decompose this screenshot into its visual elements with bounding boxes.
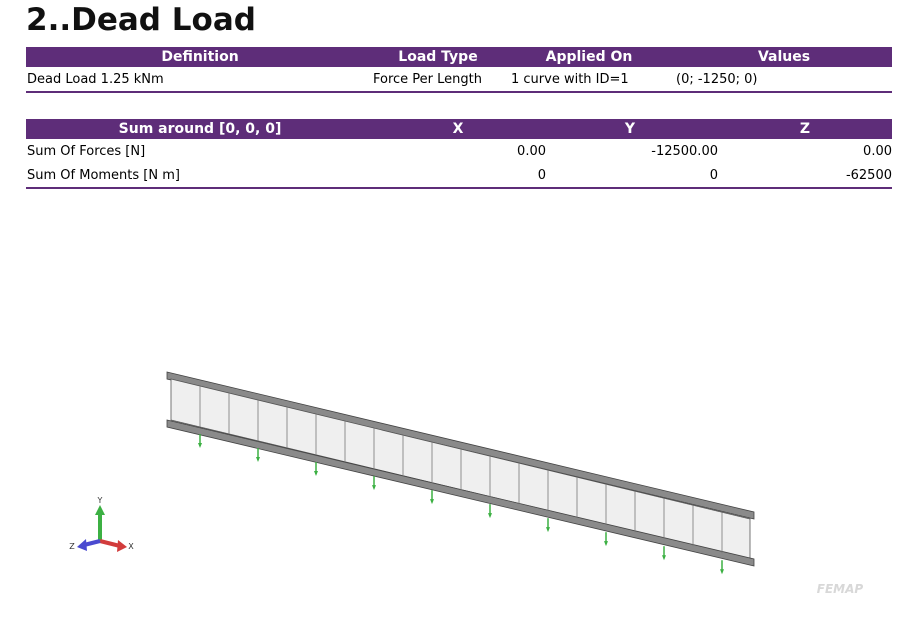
column-header: Values	[757, 49, 811, 65]
cell: (0; -1250; 0)	[676, 72, 758, 87]
load-arrow-head	[256, 457, 260, 463]
column-header: Y	[624, 121, 636, 137]
axis-label: Y	[97, 496, 103, 505]
z-axis-head	[77, 539, 87, 551]
z-axis-arrow	[83, 539, 101, 547]
row-rule	[26, 91, 892, 93]
cell: 1 curve with ID=1	[511, 72, 629, 87]
y-axis-head	[95, 505, 105, 515]
column-header: Applied On	[545, 49, 633, 65]
load-table-header: Definition Load Type Applied On Values	[26, 47, 892, 67]
load-arrow-head	[198, 443, 202, 449]
cell: 0.00	[863, 144, 892, 159]
bottom-flange	[166, 419, 755, 567]
column-header: X	[452, 121, 464, 137]
column-header: Load Type	[398, 49, 478, 65]
column-header: Z	[799, 121, 811, 137]
cell: -12500.00	[651, 144, 718, 159]
column-header: Definition	[161, 49, 239, 65]
column-header: Sum around [0, 0, 0]	[118, 121, 282, 137]
cell: Sum Of Forces [N]	[27, 144, 146, 159]
logo: FEMAP	[817, 582, 864, 596]
cell: Force Per Length	[373, 72, 482, 87]
x-axis-head	[117, 540, 127, 552]
cell: 0	[709, 168, 718, 183]
load-arrow-head	[372, 485, 376, 491]
x-axis-arrow	[99, 539, 121, 548]
axis-label: X	[128, 542, 134, 551]
load-arrow-head	[546, 527, 550, 533]
load-arrow-head	[314, 471, 318, 477]
load-arrow-head	[488, 513, 492, 519]
axis-label: Z	[69, 542, 75, 551]
top-flange	[166, 371, 755, 520]
row-rule	[26, 187, 892, 189]
load-arrow-head	[662, 555, 666, 561]
cell: -62500	[845, 168, 892, 183]
cell: Dead Load 1.25 kNm	[27, 72, 164, 87]
cell: Sum Of Moments [N m]	[27, 168, 180, 183]
sum-table-header: Sum around [0, 0, 0] X Y Z	[26, 119, 892, 139]
cell: 0	[537, 168, 546, 183]
load-arrow-head	[604, 541, 608, 547]
section-title: 2..Dead Load	[26, 2, 256, 38]
load-arrow-head	[430, 499, 434, 505]
axis-triad: Y Z X	[69, 496, 134, 552]
load-arrow-head	[720, 569, 724, 575]
cell: 0.00	[517, 144, 546, 159]
